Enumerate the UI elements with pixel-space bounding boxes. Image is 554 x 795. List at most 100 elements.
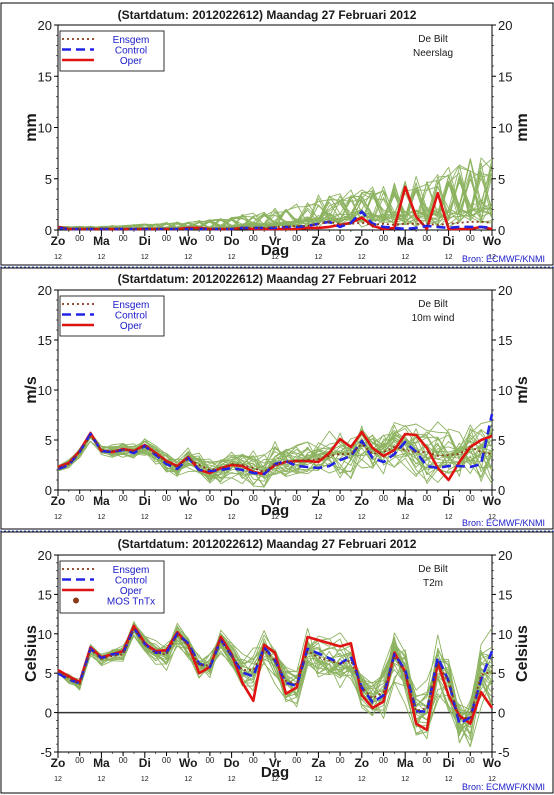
x-day-label: Wo [483, 756, 501, 770]
legend-box [59, 30, 165, 72]
x-hour-label: 12 [271, 254, 279, 261]
x-hour-label: 12 [315, 514, 323, 521]
y-tick-label-left: 0 [45, 483, 52, 498]
x-axis-label: Dag [261, 242, 289, 259]
y-tick-label-right: -5 [498, 745, 510, 760]
x-day-label: Di [139, 234, 151, 248]
x-hour-label: 12 [184, 254, 192, 261]
legend-label: Control [115, 46, 147, 57]
ensemble-member-line [58, 621, 492, 734]
x-day-label: Wo [179, 756, 197, 770]
x-hour-label: 12 [445, 254, 453, 261]
y-tick-label-left: 10 [38, 121, 52, 136]
x-mid-marker: 00 [75, 234, 84, 243]
x-hour-label: 12 [184, 514, 192, 521]
x-day-label: Zo [354, 494, 369, 508]
chart-title: (Startdatum: 2012022612) Maandag 27 Febr… [118, 537, 417, 551]
y-tick-label-left: 0 [45, 223, 52, 238]
x-hour-label: 12 [271, 514, 279, 521]
y-tick-label-left: 20 [38, 283, 52, 298]
legend-label: Ensgem [113, 565, 150, 576]
x-mid-marker: 00 [422, 234, 431, 243]
x-mid-marker: 00 [336, 494, 345, 503]
x-day-label: Di [443, 234, 455, 248]
x-mid-marker: 00 [336, 234, 345, 243]
y-tick-label-left: 15 [38, 333, 52, 348]
series-line-ensgem [57, 628, 493, 720]
x-mid-marker: 00 [292, 756, 301, 765]
x-axis-label: Dag [261, 764, 289, 781]
chart-panel-1: (Startdatum: 2012022612) Maandag 27 Febr… [0, 2, 554, 266]
x-hour-label: 12 [358, 254, 366, 261]
ensemble-members [58, 157, 492, 230]
y-tick-label-right: 10 [498, 627, 512, 642]
y-axis-label-left: Celsius [23, 625, 40, 682]
chart-panel-3: (Startdatum: 2012022612) Maandag 27 Febr… [0, 530, 554, 794]
x-hour-label: 12 [98, 776, 106, 783]
x-day-label: Do [224, 234, 240, 248]
x-mid-marker: 00 [205, 756, 214, 765]
station-label: De Bilt [418, 34, 448, 45]
source-label: Bron: ECMWF/KNMI [462, 518, 545, 528]
x-hour-label: 12 [54, 254, 62, 261]
x-mid-marker: 00 [119, 494, 128, 503]
y-axis-label-right: Celsius [514, 625, 531, 682]
x-day-label: Di [443, 756, 455, 770]
x-mid-marker: 00 [205, 234, 214, 243]
station-label: De Bilt [418, 299, 448, 310]
station-label: De Bilt [418, 564, 448, 575]
x-hour-label: 12 [315, 776, 323, 783]
y-tick-label-left: 10 [38, 627, 52, 642]
x-hour-label: 12 [228, 776, 236, 783]
legend-swatch-mos [73, 597, 79, 604]
legend-label: Oper [120, 56, 143, 67]
x-hour-label: 12 [141, 514, 149, 521]
x-day-label: Vr [269, 756, 281, 770]
x-axis-label: Dag [261, 502, 289, 519]
x-hour-label: 12 [488, 776, 496, 783]
x-mid-marker: 00 [162, 234, 171, 243]
legend-box [59, 295, 165, 337]
chart-title: (Startdatum: 2012022612) Maandag 27 Febr… [118, 8, 417, 22]
panel-frame [0, 2, 554, 266]
y-tick-label-right: 10 [498, 121, 512, 136]
y-tick-label-right: 5 [498, 172, 505, 187]
variable-label: Neerslag [413, 48, 453, 59]
x-mid-marker: 00 [336, 756, 345, 765]
chart-title: (Startdatum: 2012022612) Maandag 27 Febr… [118, 272, 417, 286]
y-axis-label-left: m/s [23, 376, 40, 404]
source-label: Bron: ECMWF/KNMI [462, 782, 545, 792]
y-tick-label-left: -5 [40, 745, 52, 760]
x-hour-label: 12 [488, 254, 496, 261]
legend-label: Ensgem [113, 300, 150, 311]
x-day-label: Wo [483, 234, 501, 248]
x-hour-label: 12 [271, 776, 279, 783]
y-tick-label-right: 20 [498, 18, 512, 33]
variable-label: T2m [423, 578, 443, 589]
x-day-label: Di [139, 494, 151, 508]
legend-label: Oper [120, 586, 143, 597]
source-label: Bron: ECMWF/KNMI [462, 254, 545, 264]
variable-label: 10m wind [412, 313, 455, 324]
x-day-label: Zo [51, 494, 66, 508]
x-hour-label: 12 [184, 776, 192, 783]
x-mid-marker: 00 [205, 494, 214, 503]
x-mid-marker: 00 [379, 234, 388, 243]
y-tick-label-right: 0 [498, 483, 505, 498]
x-mid-marker: 00 [466, 234, 475, 243]
x-day-label: Zo [51, 756, 66, 770]
series-line-control [57, 413, 494, 476]
x-day-label: Ma [397, 234, 414, 248]
x-hour-label: 12 [401, 254, 409, 261]
legend-label: Control [115, 576, 147, 587]
x-mid-marker: 00 [119, 234, 128, 243]
y-tick-label-right: 0 [498, 223, 505, 238]
x-day-label: Ma [93, 756, 110, 770]
y-tick-label-left: 0 [45, 706, 52, 721]
y-tick-label-right: 0 [498, 706, 505, 721]
x-day-label: Do [224, 756, 240, 770]
ensemble-member-line [58, 428, 492, 488]
x-hour-label: 12 [228, 514, 236, 521]
x-day-label: Do [224, 494, 240, 508]
